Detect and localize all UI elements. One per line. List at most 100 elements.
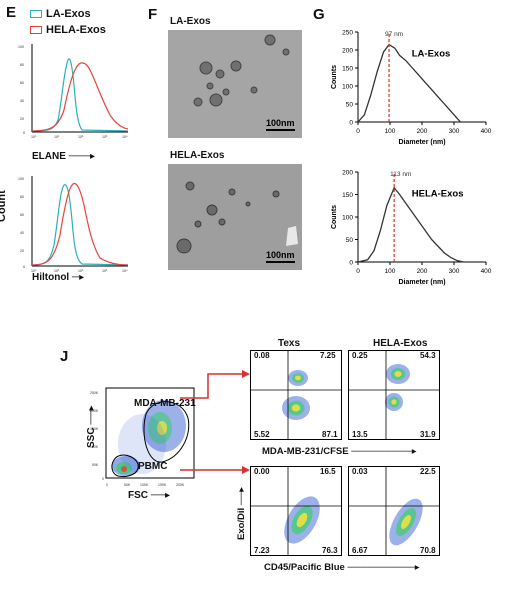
x-tick-label: 400 xyxy=(481,268,492,275)
quadrant-value-ll: 6.67 xyxy=(352,546,368,555)
ylabel-text: Exo/DiI xyxy=(236,507,247,540)
gating-xlabel: FSC ──▸ xyxy=(128,490,170,501)
gate-arrows xyxy=(180,370,250,474)
y-tick-label: 0 xyxy=(349,120,353,127)
svg-text:250K: 250K xyxy=(90,391,99,395)
peak-label: 97 nm xyxy=(385,31,403,38)
dot-density-yellow xyxy=(291,404,301,412)
svg-text:0: 0 xyxy=(106,483,108,487)
arrow-right-icon: ──▸ xyxy=(86,405,97,425)
svg-text:150K: 150K xyxy=(90,427,99,431)
scale-bar-line xyxy=(266,261,295,263)
y-tick-label: 50 xyxy=(346,102,354,109)
quadrant-plot-hela-row1 xyxy=(348,350,440,440)
svg-text:10¹: 10¹ xyxy=(54,135,60,139)
arrow-right-icon: ──▸ xyxy=(150,490,170,501)
dot-density-yellow xyxy=(401,515,411,529)
quadrant-value-lr: 70.8 xyxy=(420,546,436,555)
xlabel-text: FSC xyxy=(128,490,148,501)
quadrant-value-ur: 7.25 xyxy=(320,351,336,360)
y-tick-label: 250 xyxy=(342,30,353,37)
quadrant-plot-texs-row1 xyxy=(250,350,342,440)
x-axis-label: Diameter (nm) xyxy=(398,139,445,146)
chart-series-title: HELA-Exos xyxy=(412,188,464,199)
scale-bar-bottom: 100nm xyxy=(266,250,295,263)
histogram-xlabel-hiltonol: Hiltonol ─▸ xyxy=(32,272,84,283)
y-tick-label: 150 xyxy=(342,192,353,199)
histogram-curve-hela-exos-bottom xyxy=(31,183,129,266)
size-distribution-line xyxy=(357,186,464,263)
legend-item-hela-exos: HELA-Exos xyxy=(30,24,106,36)
svg-text:10³: 10³ xyxy=(102,269,108,273)
scale-bar-line xyxy=(266,129,295,131)
column-title-hela-exos: HELA-Exos xyxy=(373,338,428,349)
x-tick-label: 100 xyxy=(385,268,396,275)
svg-text:20: 20 xyxy=(20,117,24,121)
arrow-right-icon: ─────────▸ xyxy=(351,446,417,457)
tem-title-bottom: HELA-Exos xyxy=(170,150,225,161)
x-tick-label: 0 xyxy=(356,268,360,275)
svg-text:20: 20 xyxy=(20,249,24,253)
chart-series-title: LA-Exos xyxy=(412,48,451,59)
tem-micrograph xyxy=(168,164,302,270)
histogram-ylabel: Count xyxy=(0,190,8,222)
svg-text:10¹: 10¹ xyxy=(54,269,60,273)
quadrant-value-ul: 0.25 xyxy=(352,351,368,360)
quadrant-value-lr: 87.1 xyxy=(322,430,338,439)
y-tick-label: 100 xyxy=(342,84,353,91)
quadrant-value-ll: 13.5 xyxy=(352,430,368,439)
flow-xlabel-row2: CD45/Pacific Blue ──────────▸ xyxy=(264,562,420,573)
quadrant-value-ul: 0.00 xyxy=(254,467,270,476)
x-tick-label: 400 xyxy=(481,128,492,135)
scale-bar-top: 100nm xyxy=(266,118,295,131)
quadrant-value-ul: 0.03 xyxy=(352,467,368,476)
svg-text:80: 80 xyxy=(20,195,24,199)
svg-text:100K: 100K xyxy=(90,445,99,449)
legend-swatch-teal xyxy=(30,10,42,18)
ylabel-text: SSC xyxy=(86,427,97,448)
quadrant-value-ur: 22.5 xyxy=(420,467,436,476)
svg-text:0: 0 xyxy=(102,477,104,481)
x-axis-label: Diameter (nm) xyxy=(398,279,445,286)
panel-label-g: G xyxy=(313,6,325,23)
y-tick-label: 200 xyxy=(342,48,353,55)
scale-bar-label: 100nm xyxy=(266,250,295,260)
quadrant-value-ll: 7.23 xyxy=(254,546,270,555)
histogram-bottom xyxy=(31,176,129,267)
marker-label: Hiltonol xyxy=(32,272,70,283)
x-tick-label: 200 xyxy=(417,128,428,135)
svg-text:10²: 10² xyxy=(78,269,84,273)
legend-label: HELA-Exos xyxy=(46,24,106,36)
quadrant-value-lr: 31.9 xyxy=(420,430,436,439)
size-distribution-line xyxy=(357,43,461,123)
quadrant-value-ur: 16.5 xyxy=(320,467,336,476)
x-tick-label: 200 xyxy=(417,268,428,275)
quadrant-value-ll: 5.52 xyxy=(254,430,270,439)
x-tick-label: 0 xyxy=(356,128,360,135)
svg-text:60: 60 xyxy=(20,81,24,85)
dot-density-yellow xyxy=(296,512,308,528)
legend-item-la-exos: LA-Exos xyxy=(30,8,91,20)
histogram-xlabel-elane: ELANE ───▸ xyxy=(32,151,95,162)
x-tick-label: 300 xyxy=(449,128,460,135)
xlabel-text: CD45/Pacific Blue xyxy=(264,562,345,573)
histogram-xticks: 10⁰ 10¹ 10² 10³ 10⁴ 10⁰ 10¹ 10² 10³ 10⁴ xyxy=(31,135,128,273)
legend-label: LA-Exos xyxy=(46,8,91,20)
tem-micrograph xyxy=(168,30,302,138)
tem-title-top: LA-Exos xyxy=(170,16,211,27)
gating-plot: 250K 200K 150K 100K 50K 0 0 50K 100K 150K 200K xyxy=(90,387,195,487)
quadrant-plot-texs-row2 xyxy=(250,466,342,556)
svg-text:80: 80 xyxy=(20,63,24,67)
svg-text:0: 0 xyxy=(23,265,25,269)
svg-text:10³: 10³ xyxy=(102,135,108,139)
gating-ylabel: SSC ──▸ xyxy=(86,405,97,448)
svg-text:100: 100 xyxy=(18,177,24,181)
histogram-curve-hela-exos-top xyxy=(31,62,129,132)
svg-text:50K: 50K xyxy=(124,483,131,487)
gate-pbmc xyxy=(111,454,139,477)
x-tick-label: 300 xyxy=(449,268,460,275)
quadrant-value-ur: 54.3 xyxy=(420,351,436,360)
histogram-yticks: 100 80 60 40 20 0 100 80 60 40 20 0 xyxy=(18,45,25,269)
histogram-top xyxy=(31,44,129,133)
size-distribution-chart-la-exos: 0 50 100 150 200 250 0 100 200 300 400 Diameter (nm… xyxy=(331,30,492,147)
